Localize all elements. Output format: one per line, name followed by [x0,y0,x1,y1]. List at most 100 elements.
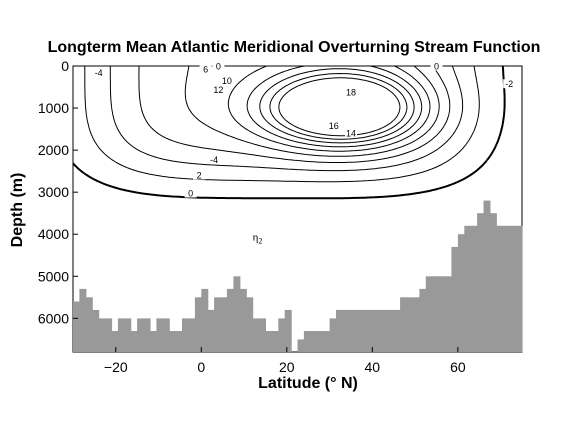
bathymetry-bar [515,225,523,352]
bathymetry-bar [156,318,164,352]
contour-line [259,68,415,144]
bathymetry-bar [201,288,209,352]
bathymetry-bar [188,318,196,352]
bathymetry-bar [117,318,125,352]
contour-label-bg [92,67,105,77]
bathymetry-bar [79,288,87,352]
bathymetry-bar [239,288,247,352]
contour-line [227,65,431,152]
y-tick-label: 5000 [38,268,69,284]
contour-label: 0 [434,62,439,72]
bathymetry-bar [316,331,324,352]
contour-label-bg [345,87,357,97]
x-tick-label: −20 [104,359,128,375]
bathymetry-bar [233,276,241,352]
contour-label-bg [193,170,206,180]
bathymetry-bar [413,297,420,352]
bathymetry-bar [271,331,279,352]
y-tick-label: 6000 [38,310,69,326]
bathymetry-bar [284,309,292,352]
contour-label: -2 [505,79,513,89]
contour-line [72,65,506,200]
bathymetry-bar [162,318,170,352]
contour-label: 10 [222,76,232,86]
bathymetry-bar [175,331,183,352]
contour-lines [72,65,506,200]
bathymetry-bar [470,225,478,352]
bathymetry-bar [425,276,433,352]
contour-line [109,65,464,172]
y-axis-label: Depth (m) [9,173,26,248]
bathymetry-bar [137,318,145,352]
contour-label: 0 [188,189,193,199]
contour-label-bg [184,188,197,198]
bathymetry-bar [457,234,465,352]
bathymetry-bar [143,318,151,352]
bathymetry-bar [297,339,305,352]
annotation-subscript: 2 [258,237,262,246]
bathymetry-bar [220,297,228,352]
bathymetry-bar [355,309,363,352]
bathymetry-bar [182,318,189,352]
x-tick-label: 40 [365,359,381,375]
contour-line [269,73,408,140]
bathymetry-bar [419,288,427,352]
contour-label-bg [430,61,443,71]
bathymetry-bar [489,213,497,352]
bathymetry-bar [393,309,401,352]
contour-label: 2 [197,171,202,181]
bathymetry-bar [400,297,408,352]
annotation-label: η2 [253,232,263,246]
bathymetry-bar [368,309,376,352]
contour-label-bg [199,64,212,74]
bathymetry-bar [432,276,440,352]
contour-label-bg [345,128,357,138]
bathymetry-bar [265,331,273,352]
bathymetry-bar [252,318,260,352]
contour-label: -4 [210,155,218,165]
bathymetry-bar [451,246,459,352]
bathymetry-bar [226,288,234,352]
bathymetry-bar [85,297,93,352]
contour-label-bg [212,85,225,95]
y-tick-label: 2000 [38,142,69,158]
contour-label-bg [212,61,225,71]
contour-label-bg [208,154,221,164]
bathymetry-bar [310,331,318,352]
bathymetry-bar [387,309,395,352]
bathymetry-bar [348,309,356,352]
annotation-symbol: η [253,232,259,244]
x-tick-label: 0 [197,359,205,375]
bathymetry-bar [278,318,286,352]
y-tick-label: 1000 [38,100,69,116]
bathymetry-bar [98,318,106,352]
bathymetry-bar [105,318,113,352]
x-axis-label: Latitude (° N) [258,375,358,392]
contour-label: 16 [329,121,339,131]
bathymetry-bar [509,225,517,352]
bathymetry-bar [496,225,504,352]
contour-label: 14 [346,128,356,138]
bathymetry-bar [73,301,80,352]
contour-line [278,77,401,137]
contour-label-bg [220,75,233,85]
bathymetry-bar [124,318,132,352]
contour-label: 12 [213,85,223,95]
bathymetry-bar [194,297,202,352]
bathymetry-bar [374,309,382,352]
x-tick-label: 60 [450,359,466,375]
bathymetry-bar [214,297,222,352]
bathymetry-bar [111,331,119,352]
bathymetry-bar [438,276,446,352]
bathymetry-bar [259,318,266,352]
contour-label-bg [503,79,516,89]
bathymetry-bar [336,309,343,352]
y-tick-label: 0 [61,58,69,74]
bathymetry-bar [329,318,337,352]
bathymetry-bar [207,309,215,352]
chart-title: Longterm Mean Atlantic Meridional Overtu… [48,39,541,56]
bathymetry-bar [303,331,311,352]
contour-line [246,65,423,148]
x-tick-label: 20 [279,359,295,375]
